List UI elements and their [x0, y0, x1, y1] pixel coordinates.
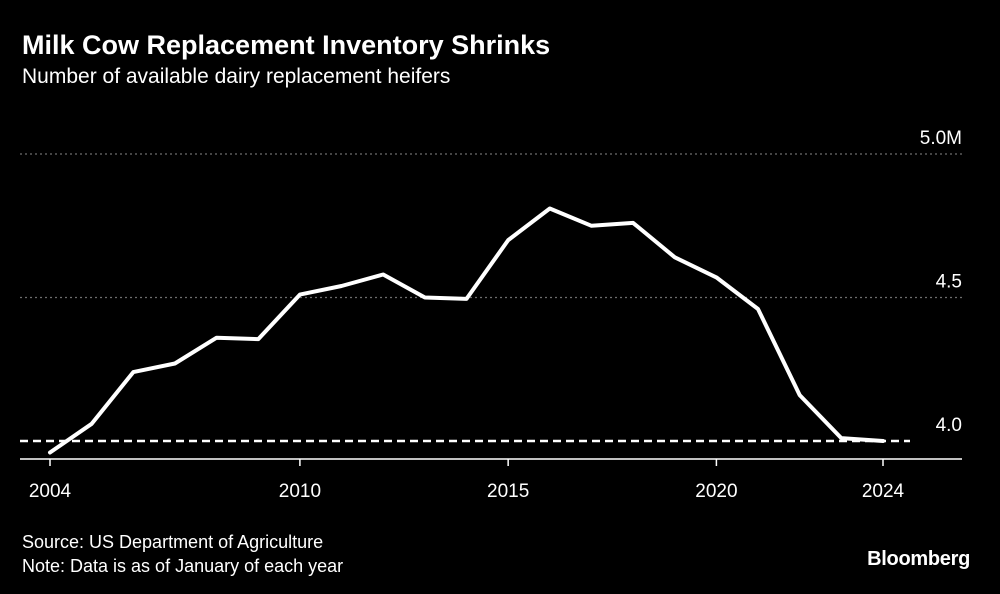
data-note: Note: Data is as of January of each year: [22, 556, 344, 576]
series-line: [48, 206, 885, 455]
x-tick-label: 2015: [487, 481, 529, 502]
x-tick-label: 2024: [862, 481, 905, 502]
footer: Source: US Department of Agriculture Not…: [22, 530, 343, 578]
x-tick-label: 2010: [279, 481, 321, 502]
x-tick-label: 2020: [695, 481, 737, 502]
y-tick-label: 4.0: [936, 415, 962, 436]
line-chart: 5.0M 4.5 4.0 2004 2010 2015 2020 2024: [20, 128, 962, 502]
source-note: Source: US Department of Agriculture: [22, 532, 324, 552]
bloomberg-logo: Bloomberg: [867, 548, 970, 570]
y-tick-label: 5.0M: [920, 128, 962, 149]
y-tick-label: 4.5: [936, 272, 962, 293]
chart-title: Milk Cow Replacement Inventory Shrinks: [22, 30, 551, 60]
x-tick-label: 2004: [29, 481, 72, 502]
chart-subtitle: Number of available dairy replacement he…: [22, 65, 451, 88]
